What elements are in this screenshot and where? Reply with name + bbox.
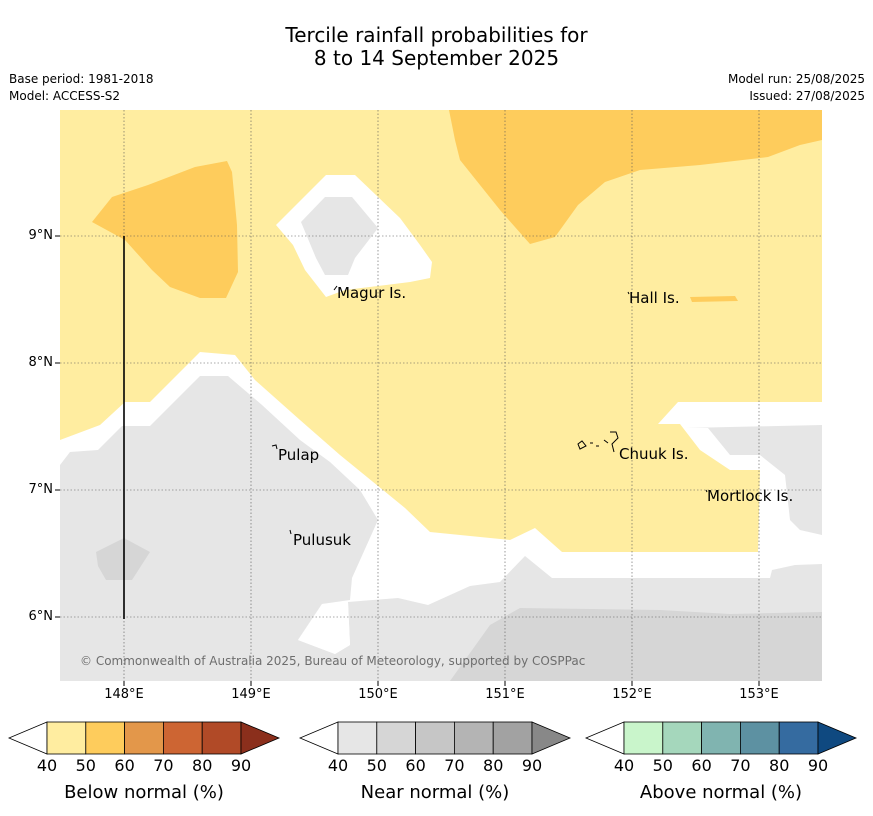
above-normal-colorbar-under-arrow [584,721,625,755]
near-normal-colorbar-segment [376,721,416,755]
near-normal-colorbar-tick-label: 40 [328,756,348,775]
base-period-text: Base period: 1981-2018 [9,72,154,86]
above-normal-colorbar-over-arrow [817,721,858,755]
below-normal-colorbar-tick-label: 50 [76,756,96,775]
below-normal-colorbar-tick-label: 40 [37,756,57,775]
near-normal-colorbar-over-arrow [531,721,572,755]
near-normal-colorbar-under-arrow [298,721,339,755]
near-40-50-region-east [686,425,822,535]
below-50-60-region-northeast [449,110,822,244]
below-normal-colorbar-segment [162,721,203,755]
chart-title-line1: Tercile rainfall probabilities for [285,23,588,47]
below-normal-colorbar-tick-label: 80 [192,756,212,775]
near-normal-colorbar-segment [415,721,455,755]
near-40-50-region-north [301,197,378,275]
near-normal-colorbar-segment [492,721,533,755]
lat-label-7n: 7°N [28,482,54,497]
place-label-chuuk: Chuuk Is. [619,445,688,463]
near-50-60-region-southeast [450,608,822,681]
below-normal-colorbar-title: Below normal (%) [64,782,224,803]
below-normal-colorbar-tick-label: 90 [231,756,251,775]
below-normal-colorbar-segment [201,721,242,755]
above-normal-colorbar-tick-label: 60 [691,756,711,775]
place-label-pulap: Pulap [278,446,319,464]
near-normal-colorbar: 40 50 60 70 80 90 Near normal (%) [298,721,572,803]
below-normal-colorbar: 40 50 60 70 80 90 Below normal (%) [7,721,281,803]
above-normal-colorbar-tick-label: 90 [808,756,828,775]
below-normal-colorbar-tick-label: 60 [114,756,134,775]
near-normal-colorbar-segment [453,721,494,755]
lon-label-151e: 151°E [485,687,525,702]
below-normal-colorbar-over-arrow [240,721,281,755]
above-normal-colorbar-segment [740,721,780,755]
lat-label-6n: 6°N [28,609,54,624]
above-normal-colorbar-segment [623,721,664,755]
meta-left: Base period: 1981-2018 Model: ACCESS-S2 [9,71,154,105]
lat-label-8n: 8°N [28,355,54,370]
above-normal-colorbar-segment [701,721,741,755]
below-normal-colorbar-under-arrow [7,721,48,755]
near-normal-colorbar-tick-label: 60 [405,756,425,775]
lat-label-9n: 9°N [28,228,54,243]
lon-label-149e: 149°E [231,687,271,702]
above-normal-colorbar-title: Above normal (%) [640,782,802,803]
near-normal-colorbar-tick-label: 70 [444,756,464,775]
axis-ticks [55,235,760,686]
issued-text: Issued: 27/08/2025 [749,89,865,103]
near-normal-colorbar-segment [337,721,378,755]
above-normal-colorbar-tick-label: 40 [614,756,634,775]
lon-label-152e: 152°E [612,687,652,702]
near-40-50-region-south [60,376,822,681]
no-signal-notch [298,602,350,654]
lon-label-150e: 150°E [358,687,398,702]
meta-right: Model run: 25/08/2025 Issued: 27/08/2025 [728,71,865,105]
below-normal-colorbar-tick-label: 70 [153,756,173,775]
below-50-60-streak [690,296,738,302]
copyright-text: © Commonwealth of Australia 2025, Bureau… [80,654,585,668]
above-normal-colorbar-segment [778,721,819,755]
chart-title-line2: 8 to 14 September 2025 [313,46,560,70]
above-normal-colorbar-tick-label: 50 [653,756,673,775]
below-50-60-region-northwest [92,161,238,298]
above-normal-colorbar-tick-label: 80 [769,756,789,775]
below-normal-colorbar-segment [124,721,164,755]
near-normal-colorbar-tick-label: 80 [483,756,503,775]
near-normal-colorbar-title: Near normal (%) [361,782,510,803]
gridlines [60,110,822,681]
lon-label-153e: 153°E [739,687,779,702]
model-text: Model: ACCESS-S2 [9,89,121,103]
lon-label-148e: 148°E [104,687,144,702]
place-label-mortlock: Mortlock Is. [707,487,793,505]
place-label-pulusuk: Pulusuk [293,531,351,549]
map-area: Magur Is. Hall Is. Pulap Chuuk Is. Mortl… [60,110,822,681]
colorbars: 40 50 60 70 80 90 Below normal (%) 40 50 60 70 80 90… [7,721,858,803]
above-normal-colorbar: 40 50 60 70 80 90 Above normal (%) [584,721,858,803]
below-normal-colorbar-segment [85,721,126,755]
near-normal-colorbar-tick-label: 50 [367,756,387,775]
near-50-60-blob [96,538,150,580]
place-label-hall: Hall Is. [629,289,680,307]
island-markers [271,285,708,535]
below-normal-colorbar-segment [46,721,87,755]
place-label-magur: Magur Is. [337,284,406,302]
model-run-text: Model run: 25/08/2025 [727,72,865,86]
above-normal-colorbar-segment [662,721,702,755]
above-normal-colorbar-tick-label: 70 [730,756,750,775]
near-normal-colorbar-tick-label: 90 [522,756,542,775]
